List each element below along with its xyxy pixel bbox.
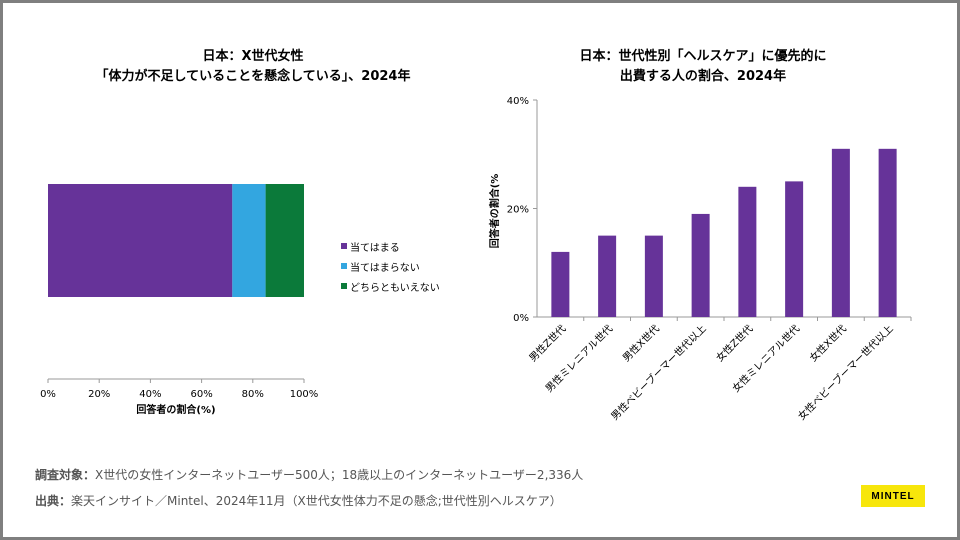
chart1-title-line1: 日本：X世代女性	[202, 49, 304, 64]
chart2-x-tick-label: 女性ベビーブーマー世代以上	[795, 322, 896, 423]
chart1-x-axis-label: 回答者の割合(%)	[136, 403, 215, 416]
chart1-bar-segment-0	[48, 184, 233, 297]
chart1-x-tick-label: 100%	[290, 389, 319, 400]
chart1-x-tick-label: 0%	[40, 389, 56, 400]
chart2-y-tick-label: 40%	[507, 96, 529, 107]
chart2-x-tick-label: 男性Z世代	[526, 322, 568, 364]
chart2-bar	[644, 235, 663, 317]
chart2-x-tick-label: 女性Z世代	[713, 322, 755, 364]
chart1-x-tick-label: 20%	[88, 389, 110, 400]
chart2-y-axis-label: 回答者の割合(%	[488, 174, 501, 249]
footer-source-text: 楽天インサイト／Mintel、2024年11月（X世代女性体力不足の懸念;世代性…	[71, 494, 562, 508]
chart2-x-tick-label: 男性ベビーブーマー世代以上	[608, 322, 709, 423]
chart1-legend-swatch	[341, 263, 347, 269]
slide: 日本：X世代女性 「体力が不足していることを懸念している」、2024年 日本：世…	[3, 3, 957, 537]
chart1-legend-item: どちらともいえない	[341, 276, 440, 296]
chart2-bar	[738, 186, 757, 317]
chart1-legend-swatch	[341, 243, 347, 249]
chart2-title-line1: 日本：世代性別「ヘルスケア」に優先的に	[579, 49, 827, 64]
chart1-bar-segment-1	[232, 184, 266, 297]
chart2-bar	[691, 213, 710, 317]
chart2-bar	[598, 235, 617, 317]
chart1-x-tick-label: 60%	[190, 389, 212, 400]
chart1-title-line2: 「体力が不足していることを懸念している」、2024年	[95, 69, 411, 84]
chart1-legend-label: 当てはまらない	[350, 262, 420, 274]
chart2-bar	[785, 181, 804, 317]
chart1-bar-segment-2	[265, 184, 304, 297]
chart1-legend-item: 当てはまらない	[341, 256, 440, 276]
chart2-x-tick-label: 女性X世代	[807, 322, 849, 364]
chart1-stacked-bar: 0% 20% 40% 60% 80% 100% 回答者の割合(%)	[40, 184, 319, 416]
chart1-title: 日本：X世代女性 「体力が不足していることを懸念している」、2024年	[33, 47, 473, 87]
footer-subject: 調査対象：X世代の女性インターネットユーザー500人；18歳以上のインターネット…	[35, 466, 583, 483]
chart2-bar	[878, 148, 897, 317]
chart1-x-tick-label: 40%	[139, 389, 161, 400]
chart2-y-tick-label: 0%	[513, 313, 529, 324]
mintel-logo: MINTEL	[861, 485, 925, 507]
footer-source: 出典：楽天インサイト／Mintel、2024年11月（X世代女性体力不足の懸念;…	[35, 492, 562, 509]
chart1-legend-label: 当てはまる	[350, 242, 400, 254]
chart1-legend-label: どちらともいえない	[350, 282, 440, 294]
chart2-title-line2: 出費する人の割合、2024年	[619, 69, 787, 84]
footer-subject-text: X世代の女性インターネットユーザー500人；18歳以上のインターネットユーザー2…	[95, 468, 584, 482]
chart2-bar	[831, 148, 850, 317]
chart2-bar	[551, 251, 570, 317]
chart1-legend-item: 当てはまる	[341, 236, 440, 256]
chart2-y-tick-label: 20%	[507, 205, 529, 216]
chart1-x-tick-label: 80%	[242, 389, 264, 400]
chart1-legend-swatch	[341, 283, 347, 289]
chart1-legend: 当てはまる当てはまらないどちらともいえない	[341, 236, 440, 296]
footer-source-label: 出典：	[35, 494, 72, 508]
footer-subject-label: 調査対象：	[35, 468, 96, 482]
chart2-x-tick-label: 男性X世代	[620, 322, 662, 364]
chart2-title: 日本：世代性別「ヘルスケア」に優先的に 出費する人の割合、2024年	[483, 47, 923, 87]
